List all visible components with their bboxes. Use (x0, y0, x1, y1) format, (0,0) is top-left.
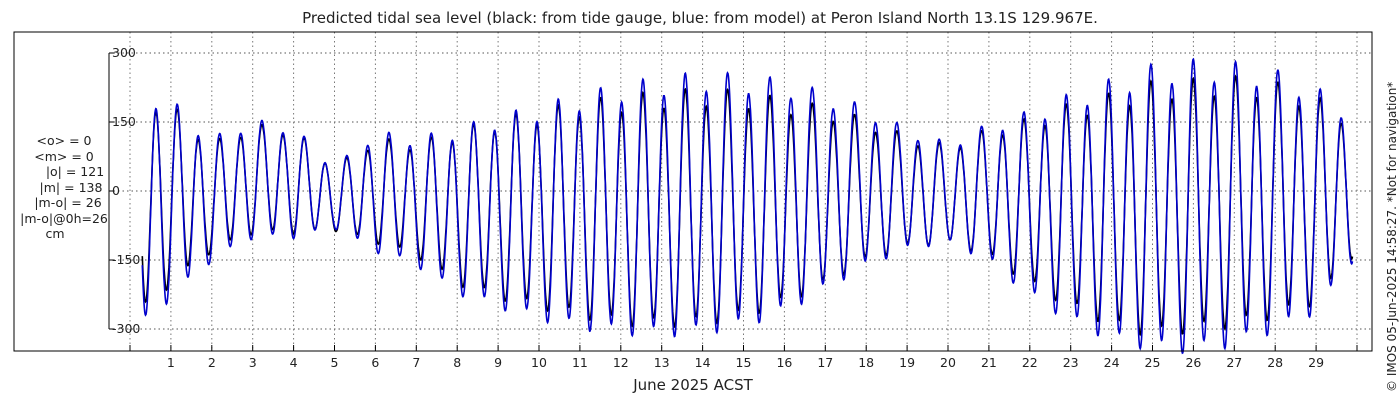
stat-unit: cm (45, 226, 65, 241)
series-line-gauge (141, 74, 1354, 337)
stat-abs-model: |m| = 138 (39, 179, 103, 195)
x-tick-label: 26 (1185, 355, 1201, 370)
x-tick-label: 23 (1063, 355, 1079, 370)
x-tick-label: 12 (613, 355, 629, 370)
x-tick-label: 4 (290, 355, 298, 370)
x-tick-label: 18 (858, 355, 874, 370)
x-tick-label: 27 (1226, 355, 1242, 370)
x-tick-label: 1 (167, 355, 175, 370)
stat-mean-observed: <o> = 0 (36, 133, 92, 148)
x-tick-label: 16 (776, 355, 792, 370)
x-tick-label: 19 (899, 355, 915, 370)
y-tick-label: -300 (112, 321, 140, 336)
x-tick-label: 11 (572, 355, 588, 370)
x-tick-label: 2 (208, 355, 216, 370)
x-tick-label: 24 (1104, 355, 1120, 370)
stat-mean-model: <m> = 0 (34, 148, 94, 164)
x-tick-label: 13 (654, 355, 670, 370)
x-tick-label: 25 (1145, 355, 1161, 370)
y-tick-label: 150 (112, 114, 136, 129)
grid-layer (109, 32, 1372, 351)
y-tick-label: 0 (112, 183, 120, 198)
stat-abs-diff-0h: |m-o|@0h=26 (20, 210, 108, 226)
plot-frame (13, 31, 1373, 352)
stat-abs-observed: |o| = 121 (45, 164, 105, 179)
x-tick-label: 10 (531, 355, 547, 370)
x-tick-label: 15 (736, 355, 752, 370)
stat-abs-diff: |m-o| = 26 (34, 195, 102, 210)
x-tick-label: 20 (940, 355, 956, 370)
series-line-model (141, 57, 1354, 355)
x-tick-label: 28 (1267, 355, 1283, 370)
x-tick-label: 8 (453, 355, 461, 370)
x-tick-label: 3 (249, 355, 257, 370)
x-tick-label: 14 (695, 355, 711, 370)
x-tick-label: 5 (331, 355, 339, 370)
x-tick-label: 9 (494, 355, 502, 370)
credit-text: © IMOS 05-Jun-2025 14:58:27. *Not for na… (1385, 81, 1399, 392)
x-tick-label: 6 (371, 355, 379, 370)
x-tick-label: 21 (981, 355, 997, 370)
x-tick-label: 29 (1308, 355, 1324, 370)
y-tick-label: 300 (112, 45, 136, 60)
x-tick-label: 7 (412, 355, 420, 370)
x-axis-label: June 2025 ACST (633, 376, 753, 394)
chart-title: Predicted tidal sea level (black: from t… (302, 9, 1098, 27)
x-tick-label: 22 (1022, 355, 1038, 370)
x-tick-label: 17 (817, 355, 833, 370)
series-layer (141, 57, 1354, 355)
y-tick-label: -150 (112, 252, 140, 267)
stats-panel: <o> = 0 <m> = 0 |o| = 121 |m| = 138 |m-o… (14, 133, 114, 242)
